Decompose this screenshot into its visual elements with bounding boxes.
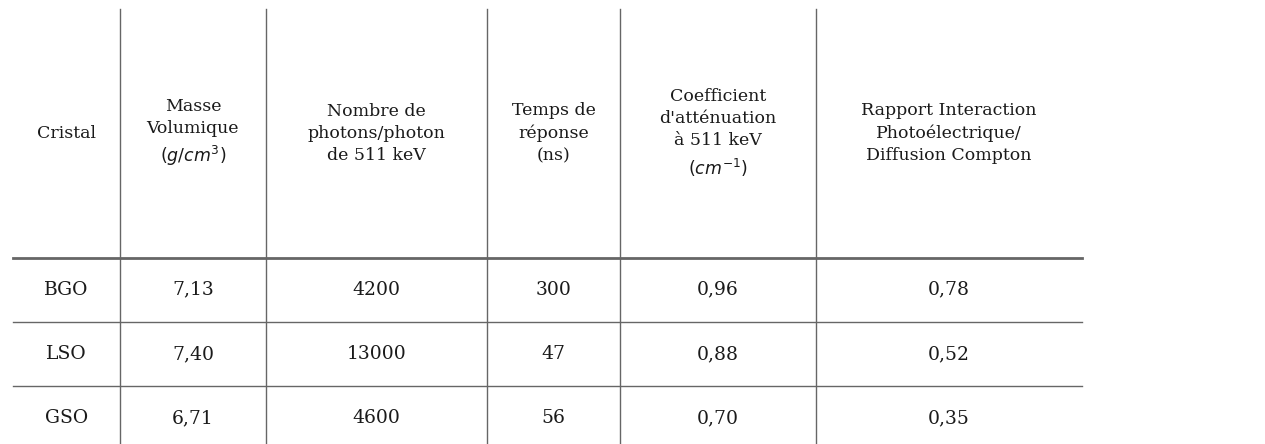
Text: 7,13: 7,13: [172, 281, 214, 299]
Text: 300: 300: [535, 281, 572, 299]
Text: 0,35: 0,35: [927, 409, 970, 428]
Text: 13000: 13000: [347, 345, 406, 363]
Text: 4200: 4200: [353, 281, 400, 299]
Text: Rapport Interaction
Photoélectrique/
Diffusion Compton: Rapport Interaction Photoélectrique/ Dif…: [861, 102, 1036, 164]
Text: 0,78: 0,78: [927, 281, 970, 299]
Text: 4600: 4600: [353, 409, 400, 428]
Text: Masse
Volumique
$(g/cm^3)$: Masse Volumique $(g/cm^3)$: [147, 98, 239, 168]
Text: 47: 47: [541, 345, 565, 363]
Text: Nombre de
photons/photon
de 511 keV: Nombre de photons/photon de 511 keV: [307, 103, 445, 164]
Text: Coefficient
d'atténuation
à 511 keV
$(cm^{-1})$: Coefficient d'atténuation à 511 keV $(cm…: [659, 88, 777, 178]
Text: GSO: GSO: [44, 409, 89, 428]
Text: 0,70: 0,70: [697, 409, 739, 428]
Text: 0,96: 0,96: [697, 281, 739, 299]
Text: 6,71: 6,71: [172, 409, 214, 428]
Text: 7,40: 7,40: [172, 345, 214, 363]
Text: Cristal: Cristal: [37, 125, 96, 142]
Text: Temps de
réponse
(ns): Temps de réponse (ns): [511, 102, 596, 164]
Text: 0,52: 0,52: [927, 345, 970, 363]
Text: BGO: BGO: [44, 281, 89, 299]
Text: 0,88: 0,88: [697, 345, 739, 363]
Text: LSO: LSO: [46, 345, 87, 363]
Text: 56: 56: [541, 409, 565, 428]
